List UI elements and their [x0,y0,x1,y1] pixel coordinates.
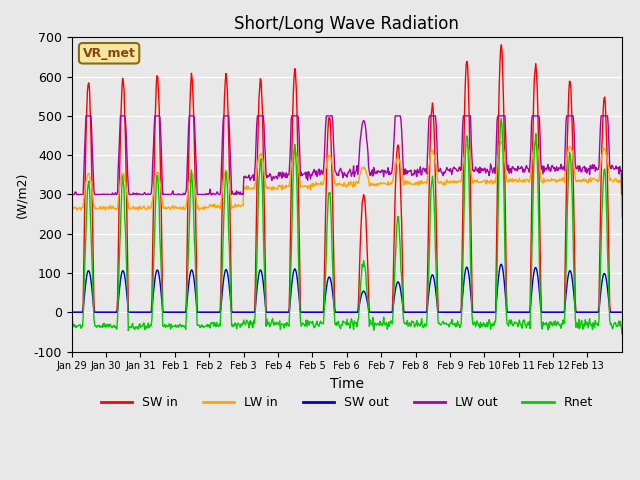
LW out [435,168,443,174]
Y-axis label: (W/m2): (W/m2) [15,171,28,217]
Line: SW in: SW in [72,45,622,312]
LW in [618,215,626,221]
SW out [404,310,412,315]
Rnet [234,321,241,327]
SW in [260,222,268,228]
Text: VR_met: VR_met [83,47,136,60]
LW in [260,174,268,180]
Line: LW in: LW in [72,142,622,218]
SW out [132,310,140,315]
Rnet [497,116,505,121]
LW in [497,139,504,144]
SW in [497,42,505,48]
Title: Short/Long Wave Radiation: Short/Long Wave Radiation [234,15,460,33]
LW in [282,185,289,191]
LW out [82,113,90,119]
Line: LW out: LW out [72,116,622,194]
Legend: SW in, LW in, SW out, LW out, Rnet: SW in, LW in, SW out, LW out, Rnet [95,391,598,414]
LW out [133,190,141,196]
SW in [282,310,289,315]
Line: SW out: SW out [72,264,622,312]
SW out [282,310,289,315]
SW out [234,310,241,315]
Rnet [404,318,412,324]
SW out [435,310,442,315]
LW in [234,203,241,208]
SW in [132,310,140,315]
LW out [262,154,269,159]
Rnet [282,321,289,326]
LW out [404,169,412,175]
SW in [435,310,442,315]
X-axis label: Time: Time [330,377,364,391]
Rnet [435,320,442,326]
LW out [234,190,242,195]
Rnet [260,273,268,278]
SW out [497,262,505,267]
SW in [404,310,412,315]
SW in [234,310,241,315]
LW in [435,180,442,186]
Rnet [132,324,140,330]
SW out [260,294,268,300]
Line: Rnet: Rnet [72,119,622,334]
Rnet [618,331,626,336]
LW out [68,192,76,197]
SW in [68,310,76,315]
LW out [618,192,626,197]
Rnet [68,322,76,327]
LW in [404,179,412,184]
SW out [68,310,76,315]
SW in [618,310,626,315]
LW in [132,206,140,212]
SW out [618,310,626,315]
LW in [68,206,76,212]
LW out [282,170,290,176]
